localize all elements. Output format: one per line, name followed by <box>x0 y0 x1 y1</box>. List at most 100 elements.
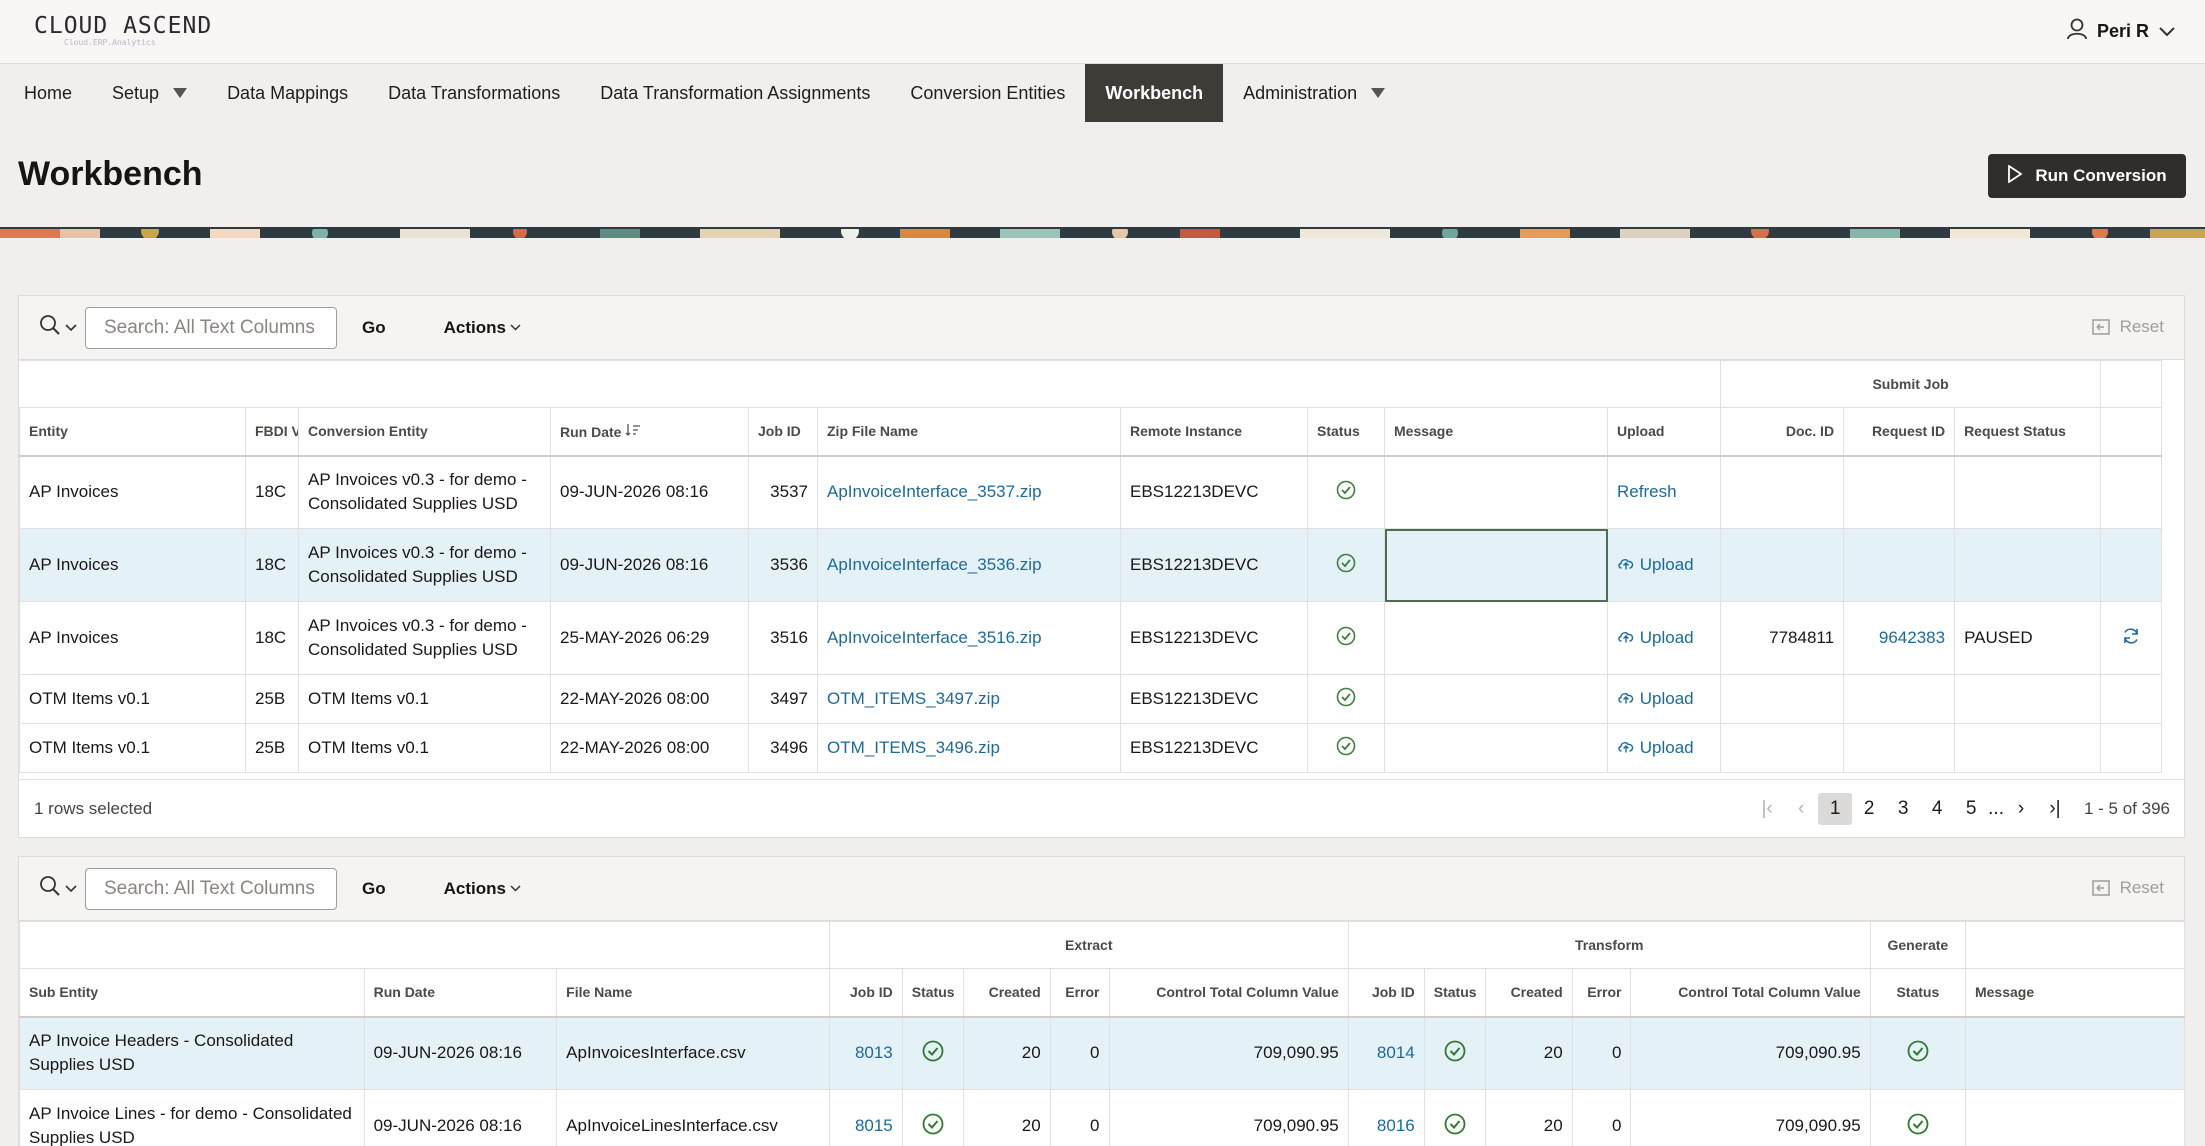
col-extract-created[interactable]: Created <box>962 968 1051 1017</box>
col-run-date[interactable]: Run Date <box>363 968 558 1017</box>
cell-message[interactable] <box>1384 455 1608 529</box>
zip-file-link[interactable]: ApInvoiceInterface_3537.zip <box>817 455 1121 529</box>
actions-menu-button[interactable]: Actions <box>444 879 521 899</box>
nav-data-transformation-assignments[interactable]: Data Transformation Assignments <box>580 64 890 122</box>
zip-file-link[interactable]: ApInvoiceInterface_3536.zip <box>817 528 1121 602</box>
first-page-icon[interactable]: |‹ <box>1761 798 1773 819</box>
cell-run-date: 09-JUN-2026 08:16 <box>550 455 749 529</box>
cell-message-focused[interactable] <box>1384 528 1608 602</box>
go-button[interactable]: Go <box>362 317 386 337</box>
cell-message[interactable] <box>1384 723 1608 773</box>
zip-file-link[interactable]: OTM_ITEMS_3497.zip <box>817 674 1121 724</box>
col-transform-created[interactable]: Created <box>1484 968 1573 1017</box>
cell-extract-created: 20 <box>962 1089 1051 1146</box>
go-button[interactable]: Go <box>362 878 386 898</box>
nav-setup[interactable]: Setup <box>92 64 207 122</box>
page-2[interactable]: 2 <box>1863 798 1875 819</box>
nav-data-mappings[interactable]: Data Mappings <box>207 64 368 122</box>
column-header-row: Sub Entity Run Date File Name Job ID Sta… <box>19 968 2186 1017</box>
cell-extract-status <box>901 1016 964 1090</box>
logo[interactable]: CLOUD ASCEND Cloud.ERP.Analytics <box>34 14 212 48</box>
cell-job-id: 3497 <box>748 674 818 724</box>
col-message[interactable]: Message <box>1384 407 1608 456</box>
table-row-selected[interactable]: AP Invoices 18C AP Invoices v0.3 - for d… <box>19 528 2163 602</box>
table-row[interactable]: OTM Items v0.1 25B OTM Items v0.1 22-MAY… <box>19 674 2163 724</box>
cell-remote-instance: EBS12213DEVC <box>1120 455 1308 529</box>
col-extract-job-id[interactable]: Job ID <box>828 968 903 1017</box>
upload-link[interactable]: Upload <box>1606 528 1722 602</box>
col-doc-id[interactable]: Doc. ID <box>1720 407 1845 456</box>
user-menu[interactable]: Peri R <box>2067 18 2175 45</box>
col-run-date[interactable]: Run Date <box>550 407 749 456</box>
transform-job-link[interactable]: 8016 <box>1347 1089 1425 1146</box>
upload-link[interactable]: Upload <box>1606 601 1722 675</box>
col-conversion-entity[interactable]: Conversion Entity <box>298 407 551 456</box>
col-generate-status[interactable]: Status <box>1869 968 1966 1017</box>
nav-workbench[interactable]: Workbench <box>1085 64 1224 122</box>
col-extract-error[interactable]: Error <box>1049 968 1110 1017</box>
run-conversion-button[interactable]: Run Conversion <box>1988 154 2186 198</box>
col-zip-file-name[interactable]: Zip File Name <box>817 407 1121 456</box>
col-extract-control-total[interactable]: Control Total Column Value <box>1108 968 1349 1017</box>
col-status[interactable]: Status <box>1307 407 1385 456</box>
nav-conversion-entities-label: Conversion Entities <box>910 82 1066 103</box>
refresh-icon[interactable] <box>2121 626 2141 646</box>
col-transform-error[interactable]: Error <box>1571 968 1632 1017</box>
table-row[interactable]: OTM Items v0.1 25B OTM Items v0.1 22-MAY… <box>19 723 2163 773</box>
search-column-menu[interactable] <box>39 314 85 341</box>
col-extract-status[interactable]: Status <box>901 968 964 1017</box>
last-page-icon[interactable]: ›| <box>2049 798 2061 819</box>
col-transform-control-total[interactable]: Control Total Column Value <box>1630 968 1871 1017</box>
search-column-menu[interactable] <box>39 875 85 902</box>
col-remote-instance[interactable]: Remote Instance <box>1120 407 1308 456</box>
request-id-link[interactable]: 9642383 <box>1843 601 1956 675</box>
page-4[interactable]: 4 <box>1931 798 1943 819</box>
col-upload[interactable]: Upload <box>1606 407 1722 456</box>
page-3[interactable]: 3 <box>1897 798 1909 819</box>
cell-message[interactable] <box>1384 674 1608 724</box>
col-fbdi-version[interactable]: FBDI V <box>245 407 299 456</box>
col-request-id[interactable]: Request ID <box>1843 407 1956 456</box>
nav-conversion-entities[interactable]: Conversion Entities <box>890 64 1085 122</box>
col-message[interactable]: Message <box>1964 968 2186 1017</box>
table-row[interactable]: AP Invoices 18C AP Invoices v0.3 - for d… <box>19 455 2163 529</box>
table-row-selected[interactable]: AP Invoice Headers - Consolidated Suppli… <box>19 1016 2186 1090</box>
page-1[interactable]: 1 <box>1818 793 1853 825</box>
reset-button[interactable]: Reset <box>2091 317 2164 337</box>
transform-job-link[interactable]: 8014 <box>1347 1016 1425 1090</box>
search-input[interactable] <box>85 306 337 349</box>
previous-page-icon[interactable]: ‹ <box>1797 798 1805 819</box>
col-request-status[interactable]: Request Status <box>1954 407 2102 456</box>
extract-job-link[interactable]: 8015 <box>828 1089 903 1146</box>
cell-message[interactable] <box>1384 601 1608 675</box>
actions-menu-button[interactable]: Actions <box>444 318 521 338</box>
extract-job-link[interactable]: 8013 <box>828 1016 903 1090</box>
cell-request-status <box>1954 455 2102 529</box>
upload-link[interactable]: Upload <box>1606 674 1722 724</box>
col-transform-job-id[interactable]: Job ID <box>1347 968 1425 1017</box>
banner-pattern <box>0 227 2205 238</box>
page-5[interactable]: 5 <box>1965 798 1977 819</box>
table-row[interactable]: AP Invoices 18C AP Invoices v0.3 - for d… <box>19 601 2163 675</box>
cell-transform-control-total: 709,090.95 <box>1630 1016 1871 1090</box>
chevron-down-icon <box>510 885 521 892</box>
col-entity[interactable]: Entity <box>19 407 246 456</box>
col-sub-entity[interactable]: Sub Entity <box>19 968 365 1017</box>
nav-home[interactable]: Home <box>4 64 92 122</box>
zip-file-link[interactable]: ApInvoiceInterface_3516.zip <box>817 601 1121 675</box>
cell-remote-instance: EBS12213DEVC <box>1120 601 1308 675</box>
refresh-link[interactable]: Refresh <box>1606 455 1722 529</box>
nav-administration[interactable]: Administration <box>1223 64 1405 122</box>
col-file-name[interactable]: File Name <box>556 968 830 1017</box>
search-input[interactable] <box>85 867 337 910</box>
table-row[interactable]: AP Invoice Lines - for demo - Consolidat… <box>19 1089 2186 1146</box>
group-header-transform: Transform <box>1347 921 1871 969</box>
upload-link[interactable]: Upload <box>1606 723 1722 773</box>
zip-file-link[interactable]: OTM_ITEMS_3496.zip <box>817 723 1121 773</box>
next-page-icon[interactable]: › <box>2017 798 2025 819</box>
reset-button[interactable]: Reset <box>2091 878 2164 898</box>
nav-data-transformations[interactable]: Data Transformations <box>368 64 580 122</box>
col-job-id[interactable]: Job ID <box>748 407 818 456</box>
col-transform-status[interactable]: Status <box>1423 968 1486 1017</box>
report-footer: 1 rows selected |‹ ‹ 1 2 3 4 5 ... › ›| … <box>19 779 2184 837</box>
